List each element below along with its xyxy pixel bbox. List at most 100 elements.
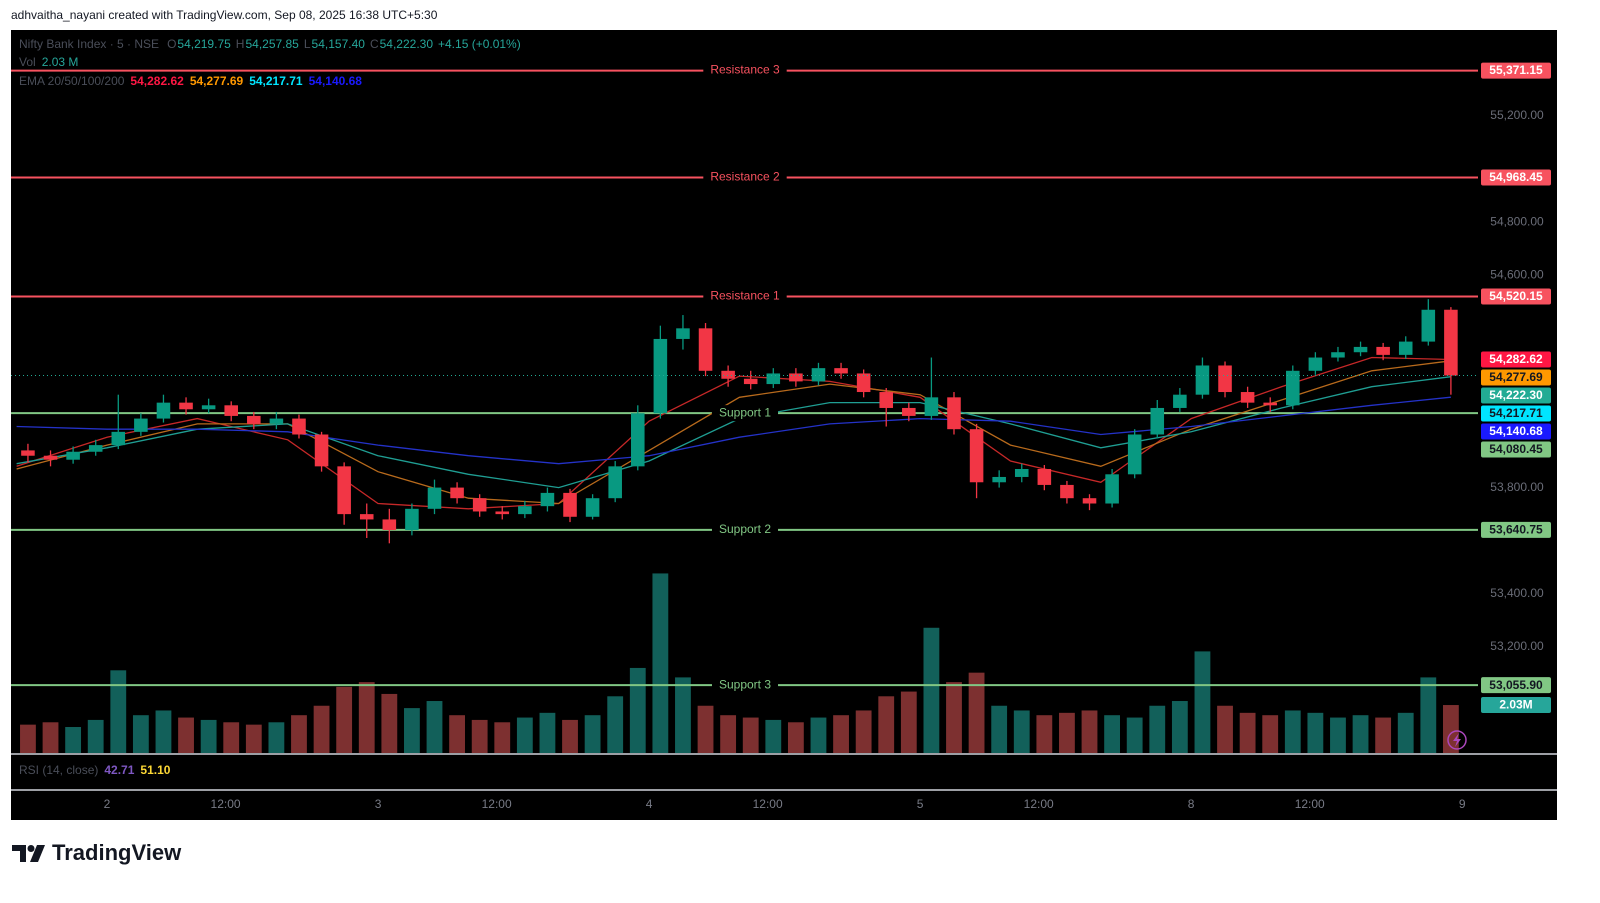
volume-bar xyxy=(471,719,488,753)
price-label-box xyxy=(1481,351,1551,368)
candle-body xyxy=(1376,346,1390,355)
volume-bar xyxy=(404,708,420,753)
level-price-label: 53,640.75 xyxy=(1489,523,1543,537)
price-label-box xyxy=(1481,288,1551,305)
volume-bar xyxy=(923,627,940,753)
candle-body xyxy=(1127,434,1142,475)
volume-bar xyxy=(1013,710,1030,753)
candle-body xyxy=(224,405,238,416)
ohlc-value: 54,157.40 xyxy=(312,37,366,51)
volume-bar xyxy=(1171,701,1188,753)
volume-bar xyxy=(878,696,895,753)
level-price-label: 54,520.15 xyxy=(1489,289,1543,303)
brand-name: TradingView xyxy=(52,840,182,865)
volume-bar xyxy=(426,701,443,753)
volume-bar xyxy=(765,719,782,753)
rsi-legend-label: RSI (14, close) xyxy=(19,763,98,777)
price-label-box xyxy=(1481,441,1551,458)
level-price-label: 53,055.90 xyxy=(1489,678,1543,692)
candle-body xyxy=(405,508,419,531)
candle-body xyxy=(156,402,171,419)
candle-body xyxy=(1195,365,1210,395)
level-price-label: 54,968.45 xyxy=(1489,170,1543,184)
candle-body xyxy=(337,466,351,515)
volume-bar xyxy=(516,717,533,753)
volume-bar xyxy=(968,672,985,753)
x-tick-label: 5 xyxy=(917,797,924,811)
volume-bar xyxy=(1262,715,1279,753)
candle-body xyxy=(969,429,984,483)
volume-bar xyxy=(245,724,262,753)
volume-bar xyxy=(584,715,601,753)
volume-bar xyxy=(65,727,82,753)
volume-bar xyxy=(449,715,465,753)
ema-line xyxy=(16,360,1451,505)
level-name: Support 1 xyxy=(719,405,771,419)
candle-body xyxy=(947,397,961,430)
ema-legend-value: 54,282.62 xyxy=(130,74,184,88)
volume-bar xyxy=(742,717,759,753)
price-label-box xyxy=(1481,677,1551,694)
alert-icon[interactable] xyxy=(1447,730,1467,750)
label-bg xyxy=(703,288,787,305)
candle-body xyxy=(1150,407,1165,435)
label-bg xyxy=(711,521,779,538)
volume-bar xyxy=(1059,712,1075,753)
volume-bar xyxy=(291,715,307,753)
candle-body xyxy=(518,506,532,515)
volume-bar xyxy=(720,715,737,753)
symbol-name: Nifty Bank Index · 5 · NSE xyxy=(19,37,159,51)
candle-body xyxy=(1014,469,1029,477)
candle-body xyxy=(111,431,126,446)
ema-price-label: 54,277.69 xyxy=(1489,370,1543,384)
volume-bar xyxy=(336,686,353,753)
volume-bar xyxy=(1352,715,1369,753)
ohlc-value: 54,222.30 xyxy=(380,37,434,51)
x-tick-label: 2 xyxy=(104,797,111,811)
candle-body xyxy=(902,407,916,416)
volume-bar xyxy=(991,705,1008,753)
volume-bar xyxy=(313,705,330,753)
label-bg xyxy=(711,677,779,694)
ema-price-label: 54,140.68 xyxy=(1489,424,1543,438)
candle-body xyxy=(359,514,374,520)
ema-line xyxy=(16,356,1451,510)
candle-body xyxy=(924,397,939,416)
x-tick-label: 12:00 xyxy=(1295,797,1325,811)
x-tick-label: 12:00 xyxy=(211,797,241,811)
price-label-box xyxy=(1481,369,1551,386)
x-tick-label: 12:00 xyxy=(1024,797,1054,811)
candle-body xyxy=(134,418,148,432)
ema-legend-value: 54,277.69 xyxy=(190,74,244,88)
volume-bar xyxy=(697,705,714,753)
price-label-box xyxy=(1481,423,1551,440)
x-tick-label: 12:00 xyxy=(753,797,783,811)
x-tick-label: 3 xyxy=(375,797,382,811)
ema-legend-value: 54,217.71 xyxy=(249,74,303,88)
volume-legend-label: Vol xyxy=(19,55,36,69)
candle-body xyxy=(314,434,329,467)
candle-body xyxy=(789,373,803,382)
candle-body xyxy=(1105,474,1119,504)
candle-body xyxy=(1037,469,1052,485)
volume-bar xyxy=(855,710,872,753)
ema-price-label: 54,282.62 xyxy=(1489,352,1543,366)
candle-body xyxy=(992,476,1006,483)
candle-body xyxy=(1082,498,1097,504)
candle-body xyxy=(1263,402,1277,406)
ohlc-key: C xyxy=(370,37,379,51)
x-tick-label: 9 xyxy=(1459,797,1466,811)
volume-bar xyxy=(562,719,578,753)
y-tick-label: 54,800.00 xyxy=(1490,214,1544,228)
candle-body xyxy=(1173,394,1187,408)
ohlc-key: L xyxy=(304,37,311,51)
ohlc-value: 54,219.75 xyxy=(177,37,231,51)
level-name: Support 2 xyxy=(719,522,771,536)
volume-legend-value: 2.03 M xyxy=(42,55,79,69)
level-name: Resistance 2 xyxy=(710,170,780,184)
candle-body xyxy=(608,466,622,499)
volume-bar xyxy=(946,682,962,753)
ohlc-key: H xyxy=(236,37,245,51)
candle-body xyxy=(1421,309,1436,342)
